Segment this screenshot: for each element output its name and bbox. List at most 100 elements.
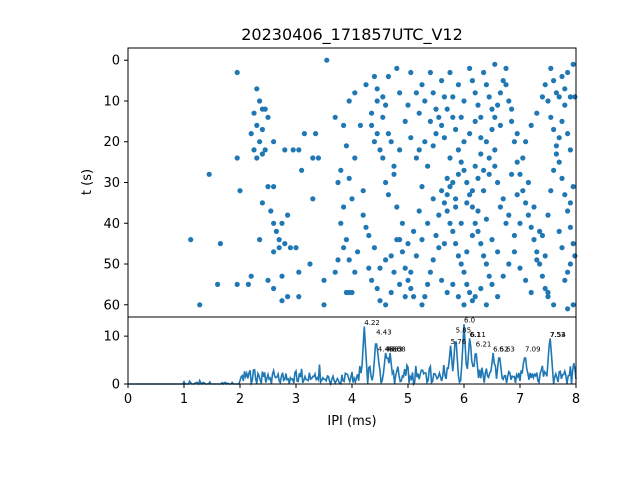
scatter-point — [503, 65, 509, 71]
scatter-point — [422, 98, 428, 104]
scatter-point — [534, 110, 540, 116]
scatter-point — [441, 200, 447, 206]
x-tick-label: 2 — [236, 392, 244, 407]
scatter-point — [567, 147, 574, 153]
scatter-point — [556, 228, 562, 234]
scatter-point — [248, 273, 254, 279]
scatter-point — [377, 298, 383, 304]
scatter-point — [475, 175, 481, 181]
scatter-point — [346, 175, 352, 181]
scatter-point — [237, 188, 243, 194]
scatter-point — [559, 245, 565, 251]
scatter-point — [545, 294, 551, 300]
scatter-point — [383, 179, 389, 186]
scatter-point — [542, 253, 548, 259]
scatter-point — [567, 261, 574, 267]
ipi-peak-labels: 4.224.434.464.604.634.685.765.856.06.16.… — [364, 317, 566, 354]
scatter-point — [377, 147, 383, 153]
scatter-point — [478, 241, 484, 247]
scatter-point — [523, 200, 529, 206]
x-tick-label: 0 — [124, 392, 132, 407]
scatter-point — [556, 94, 562, 100]
scatter-point — [562, 102, 568, 108]
y-tick-label: 60 — [103, 298, 120, 313]
scatter-point — [461, 302, 467, 308]
scatter-point — [422, 294, 428, 300]
scatter-point — [371, 245, 377, 251]
scatter-point — [341, 122, 347, 128]
scatter-point — [444, 175, 450, 181]
scatter-point — [455, 294, 461, 300]
scatter-point — [427, 269, 433, 275]
scatter-point — [346, 98, 352, 104]
scatter-point — [509, 118, 515, 124]
scatter-point — [402, 294, 408, 300]
scatter-point — [397, 90, 403, 96]
x-tick-label: 1 — [180, 392, 188, 407]
scatter-point — [315, 155, 321, 161]
scatter-point — [430, 143, 436, 149]
scatter-point — [545, 212, 551, 218]
scatter-point — [341, 245, 347, 251]
scatter-point — [385, 131, 391, 137]
scatter-point — [405, 102, 411, 108]
scatter-point — [551, 126, 557, 133]
scatter-point — [497, 90, 503, 96]
scatter-point — [528, 122, 534, 128]
scatter-point — [299, 167, 305, 173]
scatter-point — [444, 289, 450, 296]
scatter-point — [380, 114, 386, 120]
scatter-point — [441, 135, 447, 141]
scatter-point — [453, 241, 459, 247]
y-tick-label: 30 — [103, 176, 120, 191]
scatter-point — [254, 155, 260, 161]
scatter-point — [464, 249, 470, 255]
scatter-point — [472, 163, 478, 169]
scatter-point — [388, 139, 394, 145]
peak-label: 7.54 — [550, 331, 566, 339]
scatter-point — [439, 122, 445, 128]
scatter-point — [441, 94, 447, 100]
scatter-point — [548, 65, 554, 71]
scatter-point — [495, 294, 501, 300]
x-tick-label: 6 — [460, 392, 468, 407]
scatter-point — [492, 147, 498, 153]
x-tick-label: 5 — [404, 392, 412, 407]
scatter-point — [332, 269, 338, 275]
scatter-point — [492, 163, 498, 169]
scatter-point — [478, 151, 484, 157]
scatter-point — [478, 114, 484, 120]
scatter-point — [188, 237, 194, 243]
scatter-point — [506, 212, 512, 218]
scatter-point — [408, 135, 414, 141]
scatter-point — [399, 249, 405, 255]
scatter-point — [279, 220, 285, 226]
scatter-point — [464, 200, 470, 206]
scatter-point — [369, 277, 375, 283]
scatter-point — [472, 294, 478, 300]
scatter-point — [469, 204, 475, 210]
scatter-point — [553, 143, 560, 149]
scatter-point — [517, 220, 523, 226]
scatter-point — [394, 204, 400, 210]
scatter-point — [439, 188, 445, 194]
scatter-point — [461, 139, 467, 145]
scatter-point — [483, 261, 489, 267]
scatter-point — [562, 192, 568, 198]
x-axis-label: IPI (ms) — [327, 414, 376, 429]
scatter-point — [548, 188, 554, 194]
scatter-point — [310, 196, 316, 202]
scatter-point — [341, 204, 347, 210]
scatter-point — [444, 106, 450, 112]
scatter-point — [324, 57, 330, 63]
scatter-point — [248, 131, 254, 137]
scatter-point — [553, 151, 560, 157]
scatter-point — [455, 147, 461, 153]
ipi-histogram-panel: 4.224.434.464.604.634.685.765.856.06.16.… — [103, 316, 580, 429]
scatter-point — [355, 249, 361, 255]
scatter-point — [537, 228, 543, 234]
scatter-point — [251, 147, 257, 153]
scatter-point — [478, 285, 484, 292]
x-tick-label: 4 — [348, 392, 356, 407]
